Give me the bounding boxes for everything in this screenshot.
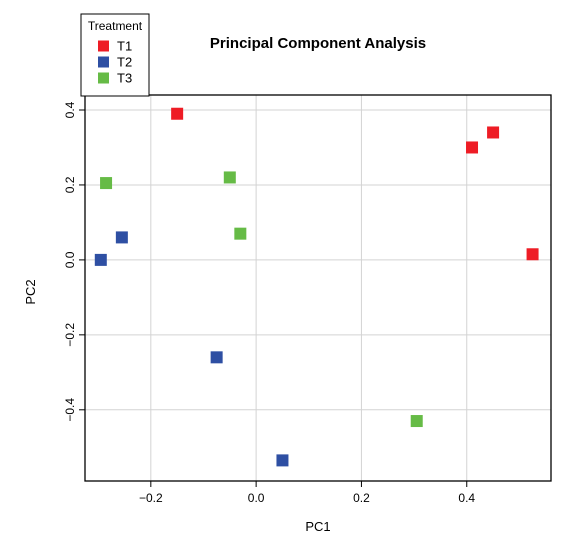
point-t3 — [223, 171, 236, 184]
legend-swatch-t1 — [98, 40, 109, 52]
point-t2 — [115, 231, 128, 244]
x-tick-label: −0.2 — [139, 491, 163, 505]
x-axis-label: PC1 — [305, 519, 330, 534]
point-t1 — [487, 126, 500, 139]
y-tick-label: 0.4 — [63, 101, 77, 118]
point-t3 — [410, 415, 423, 428]
y-tick-label: 0.0 — [63, 251, 77, 268]
x-tick-label: 0.0 — [248, 491, 265, 505]
legend-swatch-t2 — [98, 56, 109, 68]
legend-box — [80, 13, 150, 97]
point-t1 — [466, 141, 479, 154]
point-t3 — [100, 177, 113, 190]
point-t2 — [276, 454, 289, 467]
legend-swatch-t3 — [98, 72, 109, 84]
chart-title: Principal Component Analysis — [210, 35, 426, 52]
legend-title: Treatment — [88, 19, 143, 33]
point-t2 — [94, 253, 107, 266]
data-points — [94, 107, 539, 467]
y-axis-label: PC2 — [23, 279, 38, 304]
point-t3 — [234, 227, 247, 240]
y-tick-label: −0.4 — [63, 398, 77, 422]
point-t2 — [210, 351, 223, 364]
y-tick-label: −0.2 — [63, 323, 77, 347]
x-axis: −0.2 0.0 0.2 0.4 — [139, 481, 475, 505]
x-tick-label: 0.2 — [353, 491, 370, 505]
y-tick-label: 0.2 — [63, 176, 77, 193]
point-t1 — [171, 107, 184, 120]
point-t1 — [526, 248, 539, 261]
legend-label-t3: T3 — [117, 71, 132, 86]
legend-label-t2: T2 — [117, 55, 132, 70]
y-axis: −0.4 −0.2 0.0 0.2 0.4 — [63, 101, 85, 422]
legend-label-t1: T1 — [117, 39, 132, 54]
grid — [85, 95, 551, 481]
plot-border — [84, 94, 552, 482]
x-tick-label: 0.4 — [458, 491, 475, 505]
